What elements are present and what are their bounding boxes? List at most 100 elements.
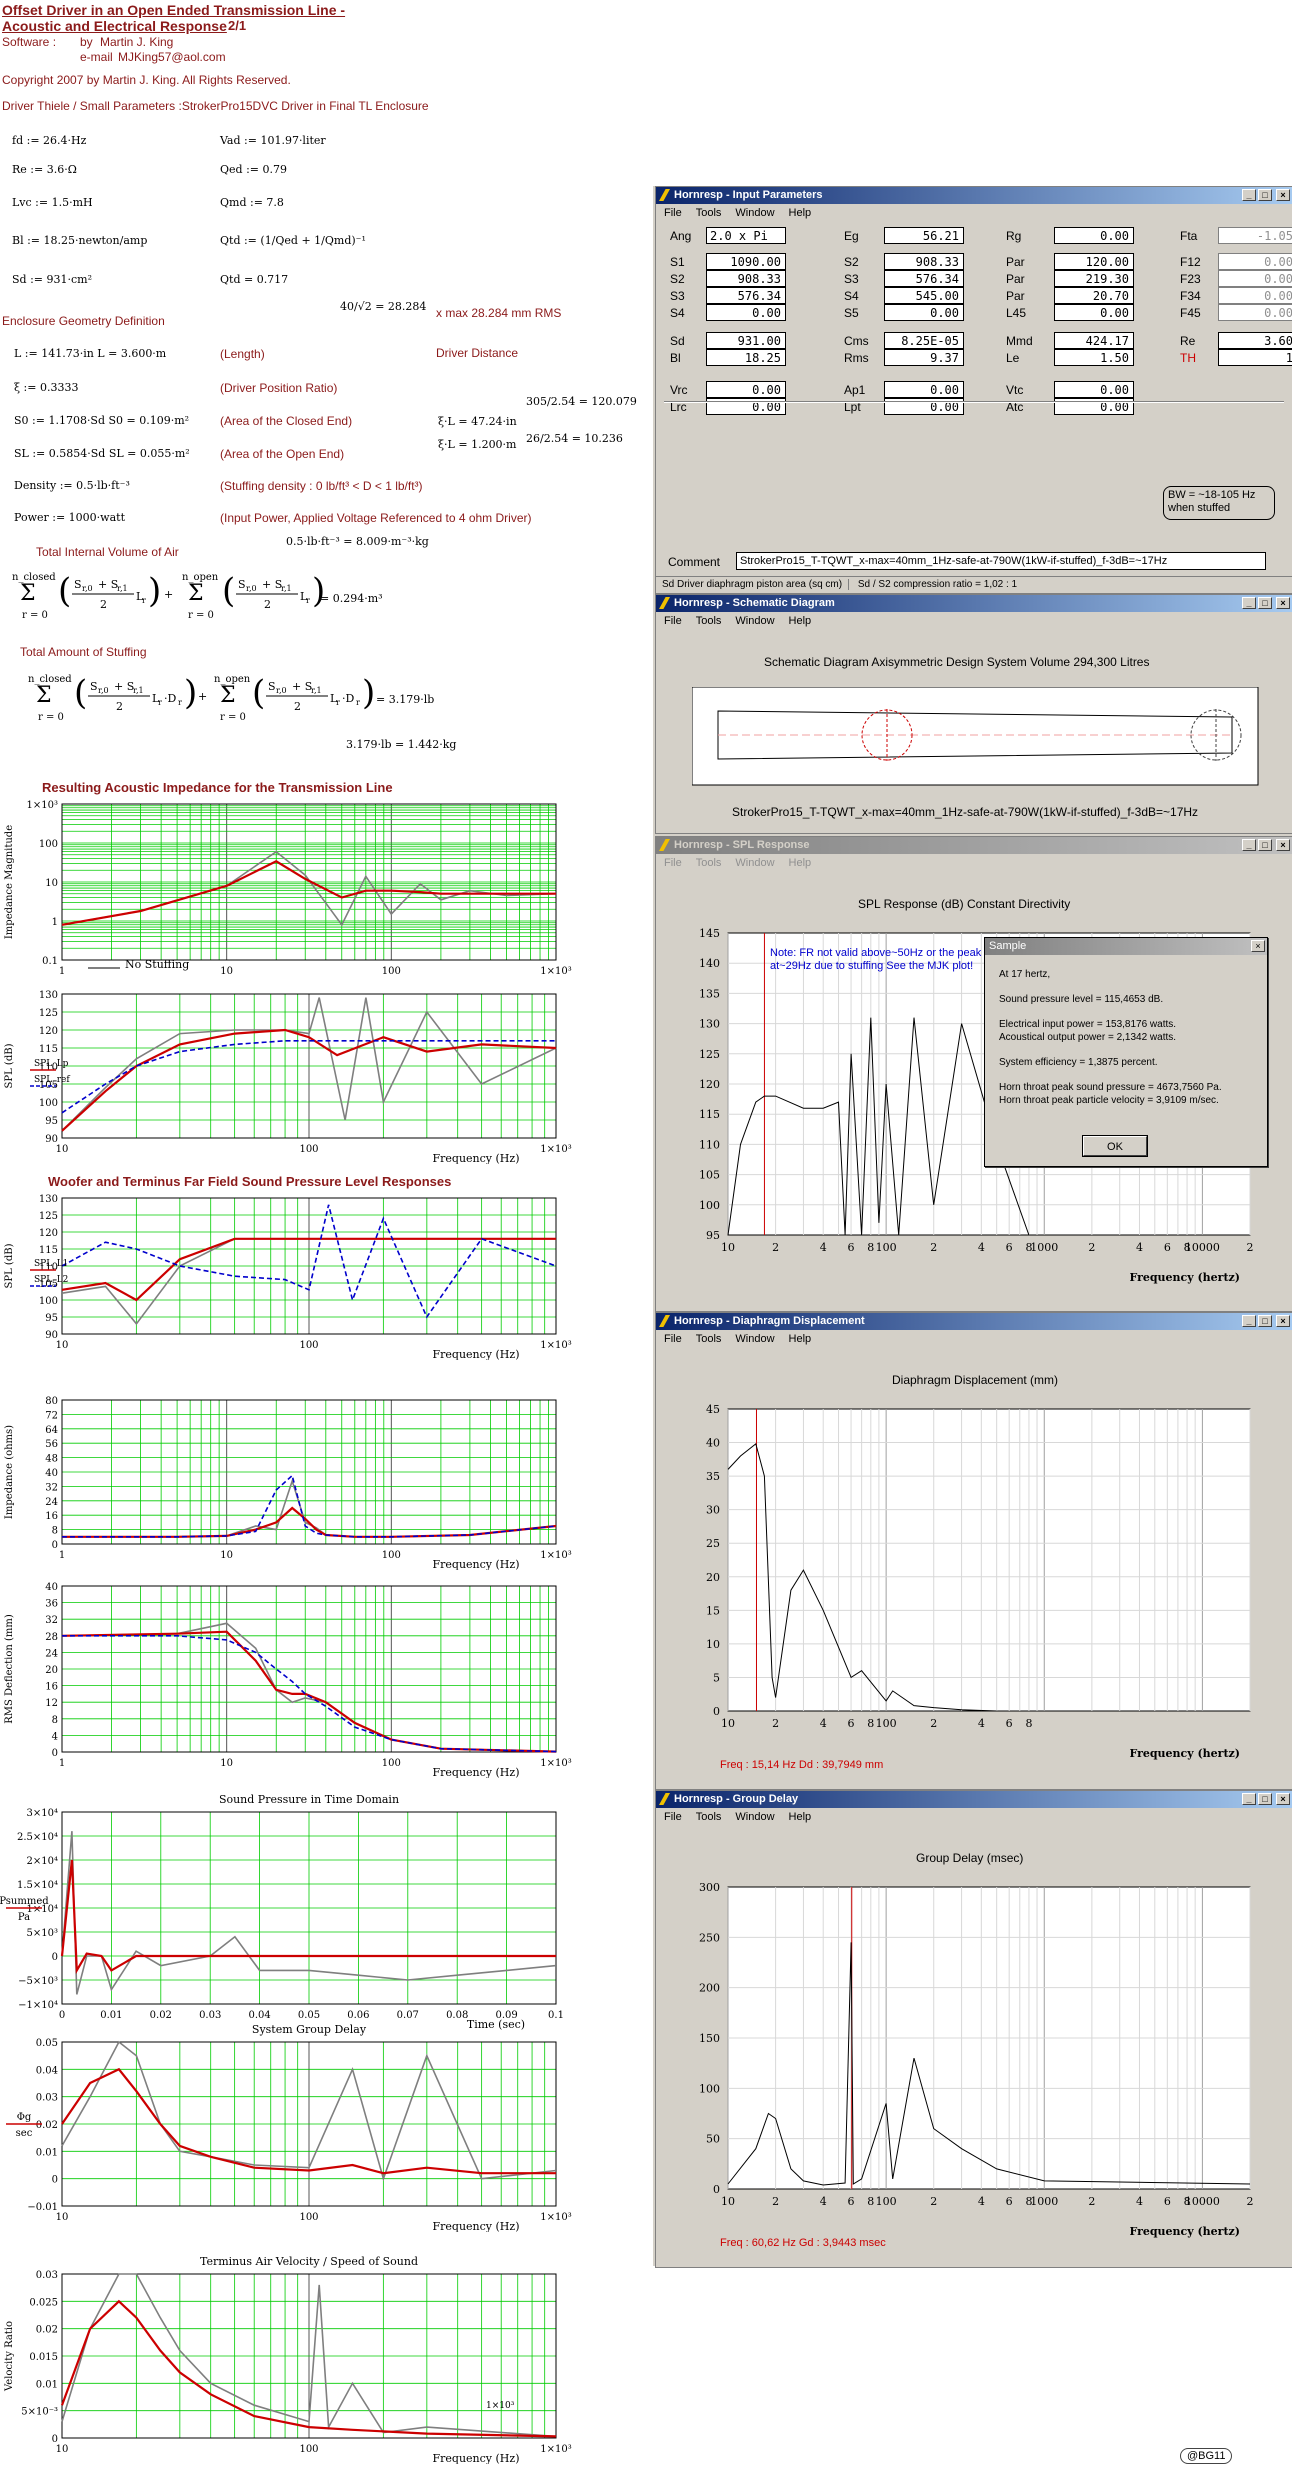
close-button[interactable]: ×	[1276, 189, 1290, 201]
svg-text:r: r	[178, 698, 182, 707]
svg-text:r = 0: r = 0	[38, 712, 64, 723]
param-field-vrc[interactable]: 0.00	[706, 381, 786, 398]
param-field-bl[interactable]: 18.25	[706, 349, 786, 366]
sample-dialog-ok-button[interactable]: OK	[1082, 1135, 1148, 1157]
param-field-par[interactable]: 219.30	[1054, 270, 1134, 287]
menu-tools[interactable]: Tools	[695, 1333, 722, 1345]
menu-tools[interactable]: Tools	[695, 615, 722, 627]
param-label-rg: Rg	[1006, 229, 1022, 243]
param-field-s3[interactable]: 576.34	[706, 287, 786, 304]
param-field-eg[interactable]: 56.21	[884, 227, 964, 244]
param-field-s1[interactable]: 1090.00	[706, 253, 786, 270]
close-button[interactable]: ×	[1276, 1315, 1290, 1327]
maximize-button[interactable]: □	[1258, 1315, 1272, 1327]
disp-titlebar[interactable]: Hornresp - Diaphragm Displacement _ □ ×	[656, 1313, 1292, 1330]
menu-window[interactable]: Window	[735, 1811, 775, 1823]
menu-help[interactable]: Help	[788, 207, 812, 219]
minimize-button[interactable]: _	[1242, 839, 1256, 851]
menu-file[interactable]: File	[664, 615, 682, 627]
gd-titlebar[interactable]: Hornresp - Group Delay _ □ ×	[656, 1791, 1292, 1808]
annotation: 1×10³	[486, 2401, 515, 2411]
param-field-vtc[interactable]: 0.00	[1054, 381, 1134, 398]
close-button[interactable]: ×	[1276, 839, 1290, 851]
y-tick-label: 0.04	[36, 2065, 58, 2076]
menu-tools[interactable]: Tools	[695, 1811, 722, 1823]
param-field-s4[interactable]: 0.00	[706, 304, 786, 321]
param-label-rms: Rms	[844, 351, 869, 365]
menu-help[interactable]: Help	[788, 1811, 812, 1823]
svg-text:+ S: + S	[98, 578, 118, 591]
x-tick-label: 0.06	[347, 2010, 369, 2021]
menu-window[interactable]: Window	[735, 207, 775, 219]
param-field-le[interactable]: 1.50	[1054, 349, 1134, 366]
param-label-s1: S1	[670, 255, 685, 269]
y-tick-label: 95	[706, 1229, 720, 1242]
maximize-button[interactable]: □	[1258, 597, 1272, 609]
menu-window[interactable]: Window	[735, 615, 775, 627]
email[interactable]: MJKing57@aol.com	[118, 50, 226, 64]
param-field-sd[interactable]: 931.00	[706, 332, 786, 349]
param-field-ang[interactable]: 2.0 x Pi	[706, 227, 786, 244]
menu-tools[interactable]: Tools	[695, 207, 722, 219]
spl-titlebar[interactable]: Hornresp - SPL Response _ □ ×	[656, 837, 1292, 854]
param-field-cms[interactable]: 8.25E-05	[884, 332, 964, 349]
minimize-button[interactable]: _	[1242, 1315, 1256, 1327]
menu-file[interactable]: File	[664, 1333, 682, 1345]
series-group	[727, 1017, 1030, 1236]
menu-file[interactable]: File	[664, 857, 682, 869]
close-button[interactable]: ×	[1276, 1793, 1290, 1805]
param-field-s3[interactable]: 576.34	[884, 270, 964, 287]
y-tick-label: 0.05	[36, 2038, 58, 2049]
param-field-f12[interactable]: 0.00	[1218, 253, 1292, 270]
param-field-s5[interactable]: 0.00	[884, 304, 964, 321]
y-tick-label: 0.025	[29, 2297, 58, 2308]
param-field-mmd[interactable]: 424.17	[1054, 332, 1134, 349]
maximize-button[interactable]: □	[1258, 839, 1272, 851]
param-field-s2[interactable]: 908.33	[706, 270, 786, 287]
param-field-s2[interactable]: 908.33	[884, 253, 964, 270]
param-field-fta[interactable]: -1.05	[1218, 227, 1292, 244]
sample-dialog-titlebar[interactable]: Sample ×	[985, 938, 1267, 955]
menu-window[interactable]: Window	[735, 1333, 775, 1345]
param-field-re[interactable]: 3.60	[1218, 332, 1292, 349]
minimize-button[interactable]: _	[1242, 1793, 1256, 1805]
menu-file[interactable]: File	[664, 1811, 682, 1823]
minimize-button[interactable]: _	[1242, 189, 1256, 201]
param-field-rg[interactable]: 0.00	[1054, 227, 1134, 244]
param-field-f23[interactable]: 0.00	[1218, 270, 1292, 287]
param-field-f45[interactable]: 0.00	[1218, 304, 1292, 321]
param-field-par[interactable]: 20.70	[1054, 287, 1134, 304]
menu-help[interactable]: Help	[788, 857, 812, 869]
menu-file[interactable]: File	[664, 207, 682, 219]
maximize-button[interactable]: □	[1258, 189, 1272, 201]
param-field-l45[interactable]: 0.00	[1054, 304, 1134, 321]
menu-tools[interactable]: Tools	[695, 857, 722, 869]
param-field-rms[interactable]: 9.37	[884, 349, 964, 366]
param-label-s3: S3	[844, 272, 859, 286]
x-tick-label: 6	[848, 2195, 855, 2208]
param-field-par[interactable]: 120.00	[1054, 253, 1134, 270]
comment-input[interactable]	[736, 552, 1266, 570]
menu-help[interactable]: Help	[788, 615, 812, 627]
menu-help[interactable]: Help	[788, 1333, 812, 1345]
schematic-menubar: File Tools Window Help	[656, 612, 1292, 630]
param-field-ap1[interactable]: 0.00	[884, 381, 964, 398]
maximize-button[interactable]: □	[1258, 1793, 1272, 1805]
param-field-s4[interactable]: 545.00	[884, 287, 964, 304]
close-button[interactable]: ×	[1276, 597, 1290, 609]
schematic-titlebar[interactable]: Hornresp - Schematic Diagram _ □ ×	[656, 595, 1292, 612]
param-field-f34[interactable]: 0.00	[1218, 287, 1292, 304]
no-stuffing-label: No Stuffing	[125, 958, 190, 971]
menu-window[interactable]: Window	[735, 857, 775, 869]
input-titlebar[interactable]: Hornresp - Input Parameters _ □ ×	[656, 187, 1292, 204]
x-axis-label: Frequency (Hz)	[433, 1558, 520, 1570]
y-tick-label: 4	[52, 1731, 58, 1742]
sample-dialog-close-button[interactable]: ×	[1251, 940, 1265, 952]
minimize-button[interactable]: _	[1242, 597, 1256, 609]
param-field-th[interactable]: 1	[1218, 349, 1292, 366]
param-label-f34: F34	[1180, 289, 1201, 303]
svg-text:Σ: Σ	[220, 683, 236, 708]
param-label-lrc: Lrc	[670, 400, 687, 414]
